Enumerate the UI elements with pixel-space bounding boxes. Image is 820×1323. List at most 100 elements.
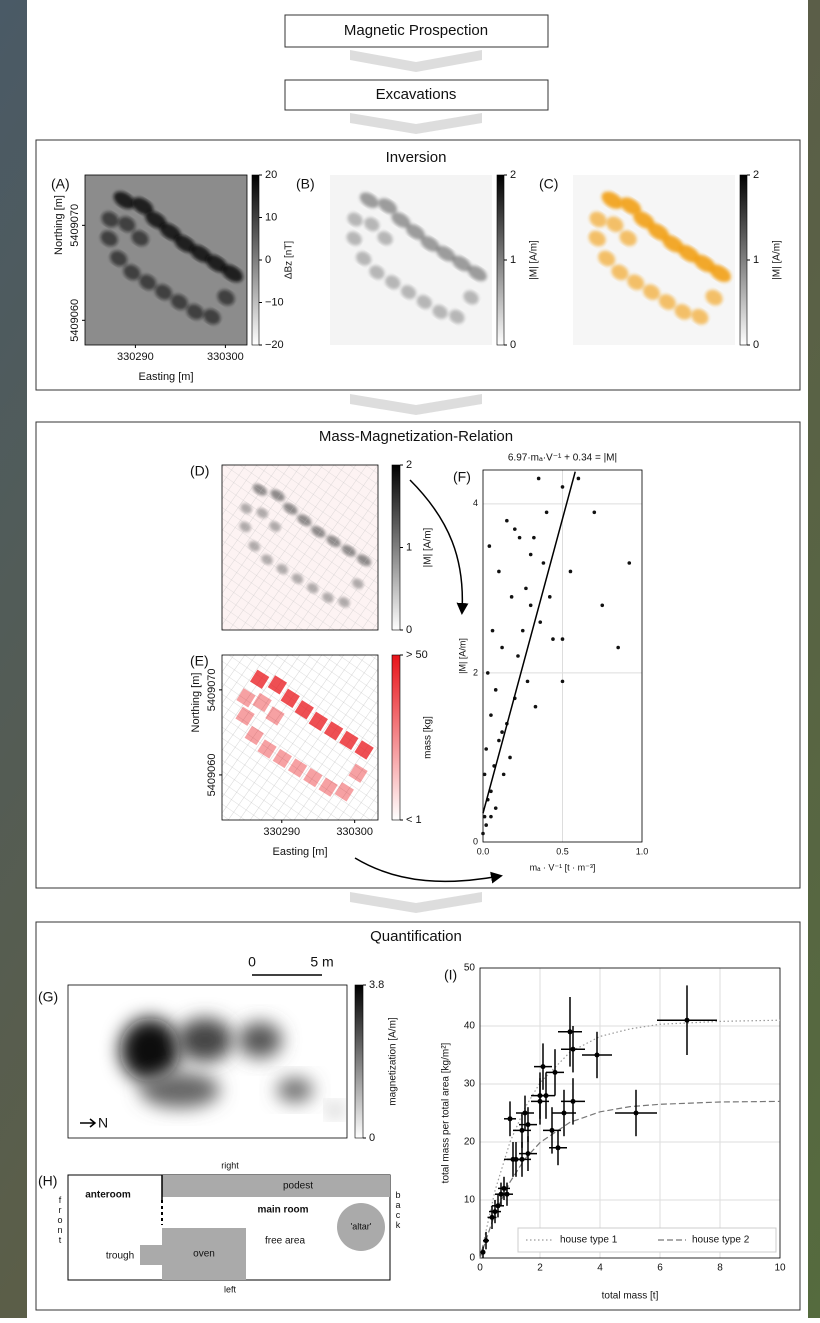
x-tick-label: 330290 [263,826,300,838]
section-title: Mass-Magnetization-Relation [319,428,513,445]
x-axis-label: mₐ · V⁻¹ [t · m⁻³] [530,862,596,872]
point [561,1110,567,1116]
anomaly [674,304,692,320]
anomaly [277,1078,313,1102]
point [495,1203,501,1209]
x-tick-label: 0.0 [477,846,490,856]
anomaly [678,244,700,263]
floorplan-label: oven [193,1249,215,1260]
plot-frame [482,469,643,843]
colorbar [496,174,505,346]
inversion-map [588,191,731,325]
anomaly [606,216,624,233]
anomaly [159,223,182,241]
point [489,814,493,819]
flow-box [284,14,549,48]
map-frame [84,174,248,346]
point [500,730,504,734]
point [555,1145,561,1151]
x-tick-label: 0.5 [556,846,569,856]
point [570,1046,576,1052]
mass-cell [323,721,344,741]
point [509,595,514,599]
anomaly [100,230,118,247]
anomaly [420,236,440,252]
fit-curve [479,1100,781,1259]
mass-cell [308,711,328,731]
anomaly [449,309,465,324]
anomaly [662,235,684,253]
point [528,603,533,608]
point [684,1017,690,1023]
point [525,1151,531,1157]
legend-label: house type 2 [692,1235,750,1246]
x-tick-label: 10 [774,1263,786,1274]
point [481,831,485,836]
anomaly [120,1018,180,1082]
point [489,1214,495,1220]
point [517,535,522,540]
floorplan-label: 'altar' [351,1221,372,1231]
colorbar-tick-label: 2 [510,169,516,181]
anomaly [400,285,417,300]
colorbar-tick-label: 0 [265,254,271,266]
chevron [350,394,482,415]
anomaly [217,289,235,306]
colorbar [251,174,260,346]
point [492,1209,498,1215]
point [567,1029,573,1035]
anomaly [356,251,372,266]
colorbar-tick-label: −10 [265,296,284,308]
x-tick-label: 0 [477,1263,483,1274]
inversion-map [100,191,243,325]
x-tick-label: 8 [717,1263,723,1274]
point [508,755,512,760]
y-tick-label: 5409070 [69,204,81,247]
anomaly [588,230,606,247]
point [513,527,517,531]
flow-box [284,79,549,111]
panel-label: (E) [190,653,209,669]
north-label: N [98,1115,108,1131]
anomaly [101,211,119,228]
anomaly [598,250,616,267]
anomaly [619,197,642,215]
point [543,1093,549,1099]
y-tick-label: 5409060 [206,754,218,797]
x-axis-label: Easting [m] [272,846,327,858]
colorbar-label: |M| [A/m] [529,240,540,280]
point [528,552,533,557]
point [489,789,493,794]
x-tick-label: 330300 [207,351,244,363]
anomaly [190,244,212,263]
anomaly [369,265,385,280]
anomaly [145,211,167,229]
anomaly [658,294,676,310]
x-tick-label: 4 [597,1263,603,1274]
point [507,1116,513,1122]
anomaly [436,245,456,262]
point [520,628,525,633]
colorbar [391,654,401,821]
floorplan-label: front [55,1195,65,1245]
point [500,645,504,650]
colorbar [354,984,364,1139]
y-axis-label: total mass per total area [kg/m²] [441,1042,452,1183]
trough [140,1245,162,1265]
point [482,814,487,819]
x-tick-label: 1.0 [636,846,649,856]
y-tick-label: 5409060 [69,299,81,342]
colorbar-tick-label: 3.8 [369,979,384,991]
panel-label: (G) [38,989,58,1005]
y-tick-label: 4 [473,498,478,508]
section-title: Inversion [386,149,447,166]
point [627,561,632,565]
mass-cell [303,767,323,788]
colorbar-tick-label: > 50 [406,649,428,661]
point [560,637,565,641]
anomaly [378,198,398,214]
point [524,586,528,591]
mass-cell [257,739,277,759]
anomaly [467,265,487,282]
